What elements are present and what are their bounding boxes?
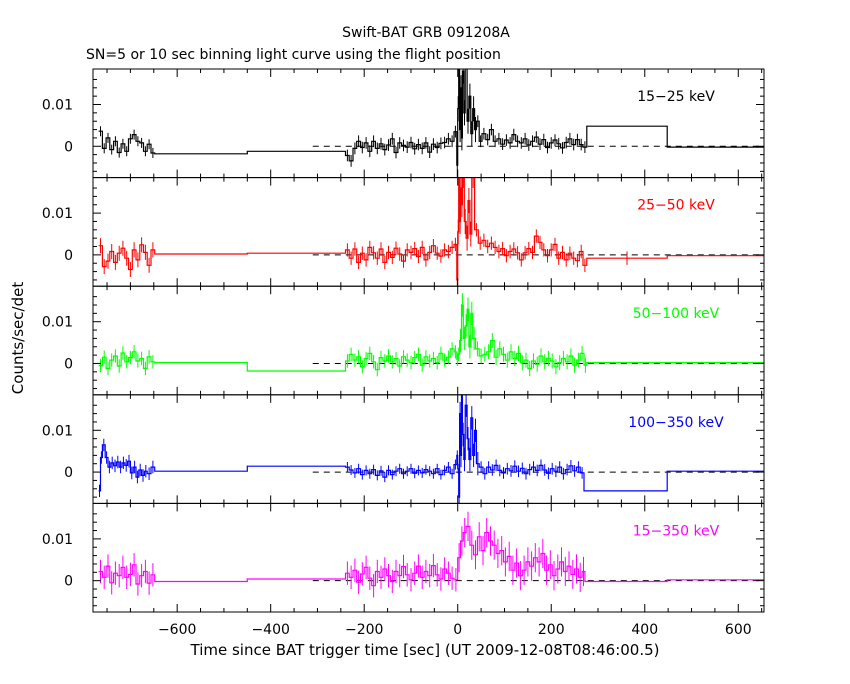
panels-group: 0 0.01 15−25 keV 0 0.01 25−50 keV 0 0.01 50−100 … — [42, 68, 765, 638]
panel-3: 0 0.01 50−100 keV — [42, 285, 765, 396]
band-label: 25−50 keV — [637, 198, 715, 214]
band-label: 50−100 keV — [633, 306, 720, 322]
band-label: 15−350 keV — [633, 523, 720, 539]
panel-frame — [92, 394, 765, 504]
x-tick-label: 200 — [538, 622, 565, 638]
panel-frame — [92, 502, 765, 613]
panel-1: 0 0.01 15−25 keV — [42, 68, 765, 179]
panel-4: 0 0.01 100−350 keV — [42, 394, 765, 504]
band-label: 100−350 keV — [628, 415, 724, 431]
y-tick-label: 0 — [64, 574, 73, 590]
band-label: 15−25 keV — [637, 89, 715, 105]
light-curve-line — [98, 177, 764, 281]
light-curve-line — [98, 394, 764, 498]
x-tick-label: −400 — [251, 622, 289, 638]
chart-title: Swift-BAT GRB 091208A — [342, 25, 510, 41]
x-tick-label: 400 — [631, 622, 658, 638]
y-tick-label: 0 — [64, 248, 73, 264]
panel-frame — [92, 68, 765, 179]
light-curve-line — [98, 69, 764, 166]
y-tick-label: 0.01 — [42, 206, 73, 222]
x-axis-label: Time since BAT trigger time [sec] (UT 20… — [190, 641, 660, 659]
y-tick-label: 0.01 — [42, 532, 73, 548]
y-tick-label: 0 — [64, 356, 73, 372]
panel-frame — [92, 285, 765, 396]
light-curve-line — [98, 304, 764, 372]
panel-2: 0 0.01 25−50 keV — [42, 177, 765, 287]
panel-5: 0 0.01 15−350 keV — [42, 502, 765, 613]
y-tick-label: 0 — [64, 465, 73, 481]
y-axis-label: Counts/sec/det — [9, 282, 27, 395]
x-tick-label: 0 — [453, 622, 462, 638]
x-tick-label: −200 — [345, 622, 383, 638]
panel-frame — [92, 177, 765, 287]
y-tick-label: 0.01 — [42, 98, 73, 114]
y-tick-label: 0.01 — [42, 423, 73, 439]
chart-subtitle: SN=5 or 10 sec binning light curve using… — [86, 47, 501, 63]
y-tick-label: 0 — [64, 139, 73, 155]
light-curve-line — [98, 525, 764, 587]
x-tick-label: −600 — [158, 622, 196, 638]
x-tick-label: 600 — [725, 622, 752, 638]
y-tick-label: 0.01 — [42, 315, 73, 331]
